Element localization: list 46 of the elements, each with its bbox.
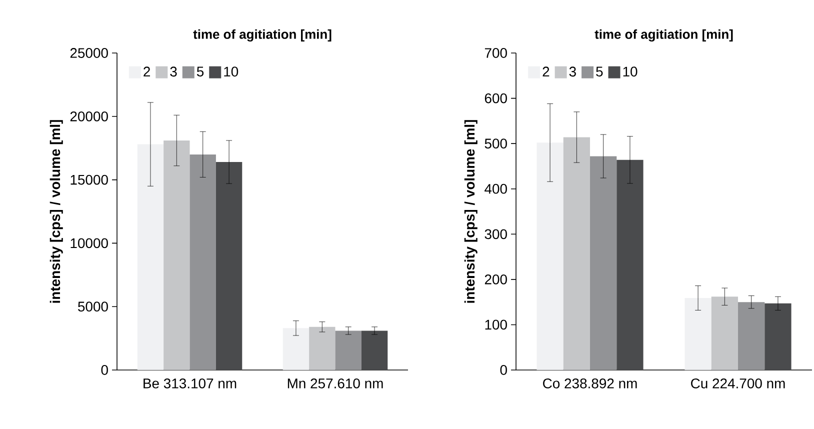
y-tick-label: 300: [484, 229, 507, 240]
x-tick-label: Cu 224.700 nm: [691, 378, 785, 388]
legend-label: 3: [569, 66, 576, 77]
y-tick-label: 600: [484, 93, 507, 104]
bar: [335, 330, 362, 370]
legend-label: 10: [623, 66, 638, 77]
y-tick-label: 400: [484, 184, 507, 194]
bar: [764, 303, 792, 370]
x-tick-label: Co 238.892 nm: [543, 378, 637, 388]
bar: [738, 302, 765, 370]
y-tick-label: 0: [500, 365, 507, 375]
legend-title: time of agitiation [min]: [594, 29, 733, 42]
bar: [137, 144, 164, 370]
legend-label: 5: [196, 66, 204, 76]
bar: [164, 140, 190, 370]
bar: [616, 160, 644, 370]
x-tick-label: Mn 257.610 nm: [288, 378, 383, 388]
legend-label: 3: [170, 66, 177, 77]
bar: [590, 156, 617, 370]
bar: [282, 328, 310, 370]
bar: [563, 137, 590, 370]
x-tick-label: Be 313.107 nm: [144, 378, 236, 388]
bar: [711, 296, 738, 370]
y-axis-title: intensity [cps] / volume [ml]: [50, 120, 63, 303]
y-tick-label: 10000: [70, 238, 108, 248]
y-tick-label: 500: [484, 138, 507, 149]
y-tick-label: 700: [484, 48, 507, 58]
y-tick-label: 0: [101, 365, 108, 375]
bar: [536, 142, 564, 370]
y-tick-label: 25000: [70, 48, 108, 58]
legend-label: 5: [596, 66, 603, 77]
legend-title: time of agitiation [min]: [193, 29, 332, 42]
bar: [216, 162, 242, 370]
y-tick-label: 100: [485, 320, 507, 330]
y-tick-label: 200: [484, 274, 507, 284]
bar: [684, 298, 712, 370]
y-tick-label: 15000: [70, 174, 108, 185]
legend-label: 10: [224, 66, 238, 77]
legend-label: 2: [144, 66, 150, 76]
bar: [361, 330, 388, 370]
y-tick-label: 5000: [78, 302, 108, 312]
y-axis-title: intensity [cps] / volume [ml]: [464, 120, 478, 303]
y-tick-label: 20000: [70, 111, 108, 122]
legend-label: 2: [542, 66, 550, 76]
bar: [190, 154, 216, 370]
bar: [309, 326, 336, 370]
